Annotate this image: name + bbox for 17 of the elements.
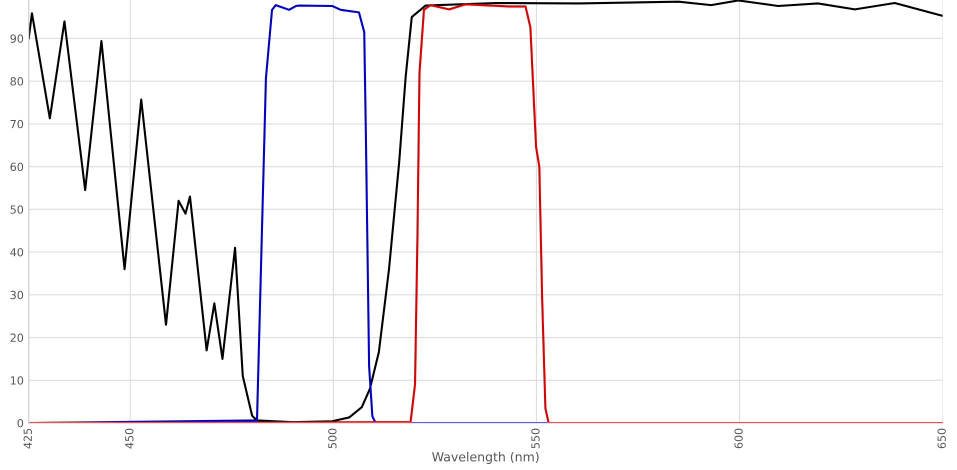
y-tick-label: 30: [10, 290, 24, 300]
y-tick-label: 20: [10, 334, 24, 342]
y-tick-label: 40: [10, 248, 24, 256]
y-tick-label: 80: [10, 77, 24, 86]
y-tick-label: 70: [10, 120, 24, 128]
x-tick-label: 425: [24, 428, 32, 449]
y-tick-label: 50: [10, 205, 24, 214]
y-tick-label: 0: [18, 418, 24, 428]
y-tick-label: 10: [10, 376, 24, 385]
x-tick-label: 550: [531, 428, 540, 448]
x-tick-label: 650: [937, 428, 946, 448]
x-tick-label: 600: [734, 428, 743, 448]
y-tick-label: 60: [10, 162, 24, 172]
x-axis-title: Wavelength (nm): [432, 452, 539, 464]
x-tick-label: 500: [328, 428, 337, 448]
y-tick-label: 90: [10, 34, 24, 43]
x-tick-label: 450: [125, 428, 134, 449]
